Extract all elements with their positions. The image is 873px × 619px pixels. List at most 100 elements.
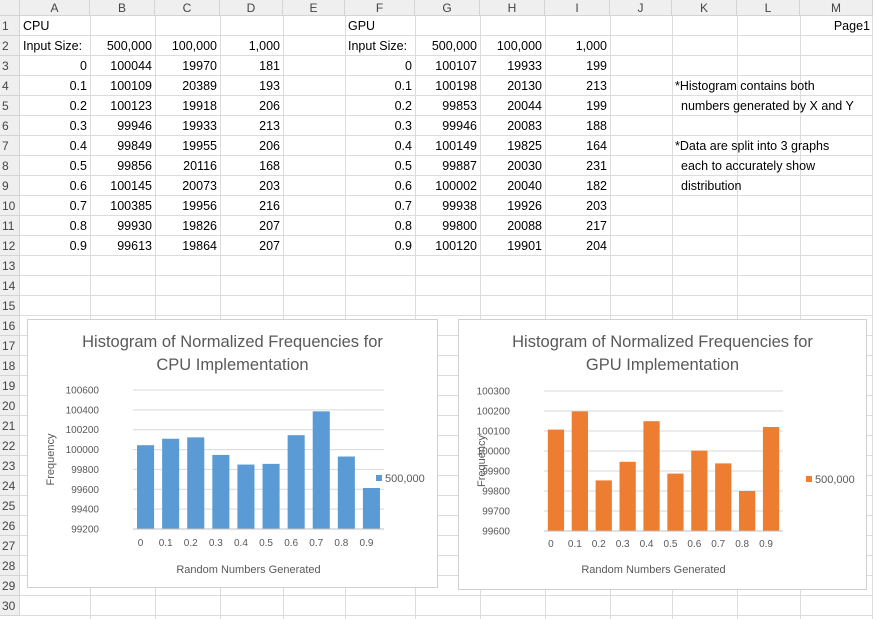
note-text[interactable]: distribution <box>681 179 742 193</box>
cpu-table-cell[interactable]: 0.7 <box>69 199 87 213</box>
row-header-2[interactable]: 2 <box>0 36 20 56</box>
gpu-table-cell[interactable]: 0.7 <box>394 199 412 213</box>
gpu-table-cell[interactable]: 182 <box>586 179 607 193</box>
cpu-table-cell[interactable]: 20389 <box>182 79 217 93</box>
gpu-table-cell[interactable]: 20044 <box>507 99 542 113</box>
cpu-table-cell[interactable]: 0.1 <box>69 79 87 93</box>
gpu-table-cell[interactable]: 20088 <box>507 219 542 233</box>
cpu-table-cell[interactable]: 20116 <box>183 159 217 173</box>
page-label-cell[interactable]: Page1 <box>833 19 870 33</box>
cpu-table-cell[interactable]: 216 <box>259 199 280 213</box>
select-all-corner[interactable] <box>0 0 20 16</box>
gpu-table-cell[interactable]: 231 <box>586 159 607 173</box>
column-header-d[interactable]: D <box>220 0 283 16</box>
cpu-table-cell[interactable]: 207 <box>259 219 280 233</box>
cpu-table-cell[interactable]: 193 <box>259 79 280 93</box>
row-header-14[interactable]: 14 <box>0 276 20 296</box>
cpu-table-cell[interactable]: 19956 <box>182 199 217 213</box>
gpu-table-cell[interactable]: 0.2 <box>394 99 412 113</box>
column-header-c[interactable]: C <box>155 0 220 16</box>
cpu-size-header[interactable]: 100,000 <box>171 39 217 53</box>
gpu-table-cell[interactable]: 99853 <box>442 99 477 113</box>
cpu-table-cell[interactable]: 0.5 <box>69 159 87 173</box>
cpu-table-cell[interactable]: 99930 <box>117 219 152 233</box>
gpu-table-cell[interactable]: 20130 <box>507 79 542 93</box>
row-header-10[interactable]: 10 <box>0 196 20 216</box>
gpu-table-cell[interactable]: 20040 <box>507 179 542 193</box>
gpu-table-cell[interactable]: 0.5 <box>394 159 412 173</box>
row-header-30[interactable]: 30 <box>0 596 20 616</box>
row-header-16[interactable]: 16 <box>0 316 20 336</box>
cpu-table-cell[interactable]: 213 <box>259 119 280 133</box>
gpu-table-cell[interactable]: 217 <box>586 219 607 233</box>
row-header-25[interactable]: 25 <box>0 496 20 516</box>
cpu-table-cell[interactable]: 0.9 <box>69 239 87 253</box>
gpu-table-cell[interactable]: 0.8 <box>394 219 412 233</box>
gpu-table-cell[interactable]: 100002 <box>435 179 477 193</box>
cpu-table-cell[interactable]: 19918 <box>182 99 217 113</box>
row-header-7[interactable]: 7 <box>0 136 20 156</box>
cpu-table-cell[interactable]: 168 <box>259 159 280 173</box>
cpu-table-cell[interactable]: 181 <box>259 59 280 73</box>
row-header-17[interactable]: 17 <box>0 336 20 356</box>
column-header-l[interactable]: L <box>737 0 800 16</box>
cpu-table-cell[interactable]: 100109 <box>110 79 152 93</box>
cpu-table-cell[interactable]: 100145 <box>110 179 152 193</box>
gpu-table-cell[interactable]: 100120 <box>435 239 477 253</box>
gpu-table-cell[interactable]: 19825 <box>507 139 542 153</box>
cpu-title-cell[interactable]: CPU <box>23 19 50 33</box>
row-header-3[interactable]: 3 <box>0 56 20 76</box>
row-header-5[interactable]: 5 <box>0 96 20 116</box>
cpu-table-cell[interactable]: 99946 <box>117 119 152 133</box>
cpu-table-cell[interactable]: 100044 <box>110 59 152 73</box>
gpu-table-cell[interactable]: 188 <box>586 119 607 133</box>
column-header-a[interactable]: A <box>20 0 90 16</box>
cpu-table-cell[interactable]: 0 <box>80 59 87 73</box>
cpu-histogram-chart[interactable]: Histogram of Normalized Frequencies for C… <box>27 319 438 588</box>
row-header-18[interactable]: 18 <box>0 356 20 376</box>
gpu-table-cell[interactable]: 99946 <box>442 119 477 133</box>
gpu-table-cell[interactable]: 0.1 <box>394 79 412 93</box>
cpu-table-cell[interactable]: 100385 <box>110 199 152 213</box>
cpu-input-size-label[interactable]: Input Size: <box>23 39 83 53</box>
cpu-table-cell[interactable]: 99856 <box>117 159 152 173</box>
gpu-table-cell[interactable]: 0.4 <box>394 139 412 153</box>
gpu-table-cell[interactable]: 19901 <box>507 239 542 253</box>
row-header-24[interactable]: 24 <box>0 476 20 496</box>
row-header-12[interactable]: 12 <box>0 236 20 256</box>
gpu-table-cell[interactable]: 199 <box>586 99 607 113</box>
cpu-table-cell[interactable]: 207 <box>259 239 280 253</box>
row-header-22[interactable]: 22 <box>0 436 20 456</box>
row-header-28[interactable]: 28 <box>0 556 20 576</box>
cpu-table-cell[interactable]: 0.6 <box>69 179 87 193</box>
gpu-table-cell[interactable]: 19933 <box>507 59 542 73</box>
column-header-f[interactable]: F <box>345 0 415 16</box>
note-text[interactable]: numbers generated by X and Y <box>681 99 854 113</box>
gpu-size-header[interactable]: 1,000 <box>575 39 607 53</box>
cpu-table-cell[interactable]: 100123 <box>110 99 152 113</box>
column-header-j[interactable]: J <box>610 0 672 16</box>
row-header-4[interactable]: 4 <box>0 76 20 96</box>
cpu-table-cell[interactable]: 0.2 <box>69 99 87 113</box>
gpu-table-cell[interactable]: 100107 <box>435 59 477 73</box>
cpu-table-cell[interactable]: 203 <box>259 179 280 193</box>
cpu-size-header[interactable]: 500,000 <box>106 39 152 53</box>
gpu-table-cell[interactable]: 19926 <box>507 199 542 213</box>
row-header-19[interactable]: 19 <box>0 376 20 396</box>
row-header-23[interactable]: 23 <box>0 456 20 476</box>
cpu-table-cell[interactable]: 206 <box>259 139 280 153</box>
gpu-table-cell[interactable]: 199 <box>586 59 607 73</box>
cpu-table-cell[interactable]: 0.3 <box>69 119 87 133</box>
gpu-size-header[interactable]: 500,000 <box>431 39 477 53</box>
cpu-table-cell[interactable]: 206 <box>259 99 280 113</box>
column-header-i[interactable]: I <box>545 0 610 16</box>
column-header-k[interactable]: K <box>672 0 737 16</box>
cpu-size-header[interactable]: 1,000 <box>248 39 280 53</box>
cpu-table-cell[interactable]: 20073 <box>182 179 217 193</box>
gpu-table-cell[interactable]: 0 <box>405 59 412 73</box>
gpu-table-cell[interactable]: 0.9 <box>394 239 412 253</box>
row-header-6[interactable]: 6 <box>0 116 20 136</box>
gpu-input-size-label[interactable]: Input Size: <box>348 39 408 53</box>
row-header-11[interactable]: 11 <box>0 216 20 236</box>
cpu-table-cell[interactable]: 0.4 <box>69 139 87 153</box>
